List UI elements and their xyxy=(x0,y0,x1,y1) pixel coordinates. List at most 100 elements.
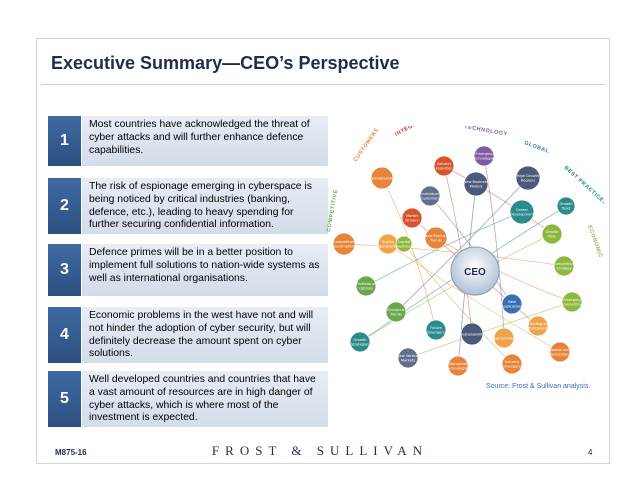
node-label: Sustainability xyxy=(460,332,485,336)
ring-label: COMPETITIVE xyxy=(326,189,339,233)
node-label: Needs and xyxy=(550,348,569,352)
node-label: Economic xyxy=(387,308,404,312)
page-number: 4 xyxy=(588,448,593,457)
node-label: Convergence xyxy=(424,331,448,335)
node-label: Industry xyxy=(437,162,453,166)
node-label: New Product xyxy=(425,234,448,238)
node-label: Trends xyxy=(429,239,442,243)
node-label: Industry xyxy=(505,360,521,364)
node-circle xyxy=(395,235,413,253)
node-label: New Vertical xyxy=(397,354,419,358)
connection-line xyxy=(403,243,513,365)
connection-line xyxy=(343,243,565,267)
node-label: Portfolio of xyxy=(356,282,376,286)
node-label: Technologies xyxy=(471,157,495,161)
node-label: Behaviour xyxy=(379,245,398,249)
connection-line xyxy=(387,243,561,353)
node-circle xyxy=(501,353,523,375)
node-circle xyxy=(527,315,549,337)
connection-line xyxy=(365,211,523,287)
node-label: Models xyxy=(470,185,483,189)
node-label: Competition xyxy=(561,303,583,307)
node-circle xyxy=(515,165,541,191)
node-label: New Business xyxy=(464,180,489,184)
connection-line xyxy=(395,177,529,313)
node-circle xyxy=(509,199,535,225)
item-text: The risk of espionage emerging in cybers… xyxy=(82,178,328,234)
node-label: Growth xyxy=(559,202,572,206)
item-text: Well developed countries and countries t… xyxy=(82,371,328,427)
node-label: Disruptive xyxy=(449,362,468,366)
ceo-label: CEO xyxy=(464,267,486,278)
node-label: Market xyxy=(406,214,419,218)
ring-label: ECONOMIC xyxy=(586,225,603,259)
node-circle xyxy=(556,196,576,216)
summary-item: 4 Economic problems in the west have not… xyxy=(48,307,328,363)
node-label: Investment xyxy=(394,245,415,249)
node-circle xyxy=(553,255,575,277)
item-number: 5 xyxy=(48,371,81,427)
node-label: Growth xyxy=(353,338,366,342)
node-circle xyxy=(370,166,394,190)
item-number: 4 xyxy=(48,307,81,363)
node-label: Strategy xyxy=(556,267,572,271)
node-label: Pole xyxy=(548,235,556,239)
summary-item: 3 Defence primes will be in a better pos… xyxy=(48,244,328,296)
node-label: Technologies xyxy=(445,367,469,371)
node-circle xyxy=(541,223,563,245)
item-number: 1 xyxy=(48,116,81,166)
connection-line xyxy=(443,165,553,235)
connection-line xyxy=(435,237,573,303)
node-label: Evolution xyxy=(436,167,453,171)
node-label: Convergence xyxy=(500,365,524,369)
node-circle xyxy=(473,145,495,167)
node-label: Growth xyxy=(545,230,558,234)
node-circle xyxy=(355,275,377,297)
node-circle xyxy=(433,155,455,177)
item-text: Defence primes will be in a better posit… xyxy=(82,244,328,296)
connection-line xyxy=(483,155,505,339)
node-layer: IndustryEvolutionEmergingTechnologiesDem… xyxy=(331,145,583,377)
node-label: Drivers xyxy=(406,219,419,223)
ring-label: CUSTOMERS xyxy=(353,127,381,163)
node-circle xyxy=(332,232,356,256)
ring-label: TECHNOLOGY xyxy=(464,126,508,138)
node-label: Career xyxy=(516,208,529,212)
diagram-node: Segmentation xyxy=(491,327,517,349)
node-label: Buying xyxy=(382,240,394,244)
node-circle xyxy=(447,355,469,377)
footer-code: M875-16 xyxy=(55,448,87,457)
node-circle xyxy=(463,171,489,197)
node-label: Emerging xyxy=(475,152,492,156)
ring-label: GLOBAL xyxy=(523,140,550,155)
ceo-perspective-diagram: CUSTOMERS INTEGRATED INDUSTRYTECHNOLOGY GL… xyxy=(326,126,604,377)
source-note: Source: Frost & Sullivan analysis. xyxy=(486,383,591,390)
node-circle xyxy=(385,301,407,323)
node-label: Competitive xyxy=(553,262,576,266)
node-label: Customers xyxy=(420,197,439,201)
item-text: Most countries have acknowledged the thr… xyxy=(82,116,328,166)
diagram-node: Demographics xyxy=(369,166,395,190)
node-label: Individual xyxy=(421,192,439,196)
node-label: Perceptions xyxy=(550,353,571,357)
node-label: Benchmarking xyxy=(331,245,357,249)
item-text: Economic problems in the west have not a… xyxy=(82,307,328,363)
node-label: Applications xyxy=(501,305,523,309)
